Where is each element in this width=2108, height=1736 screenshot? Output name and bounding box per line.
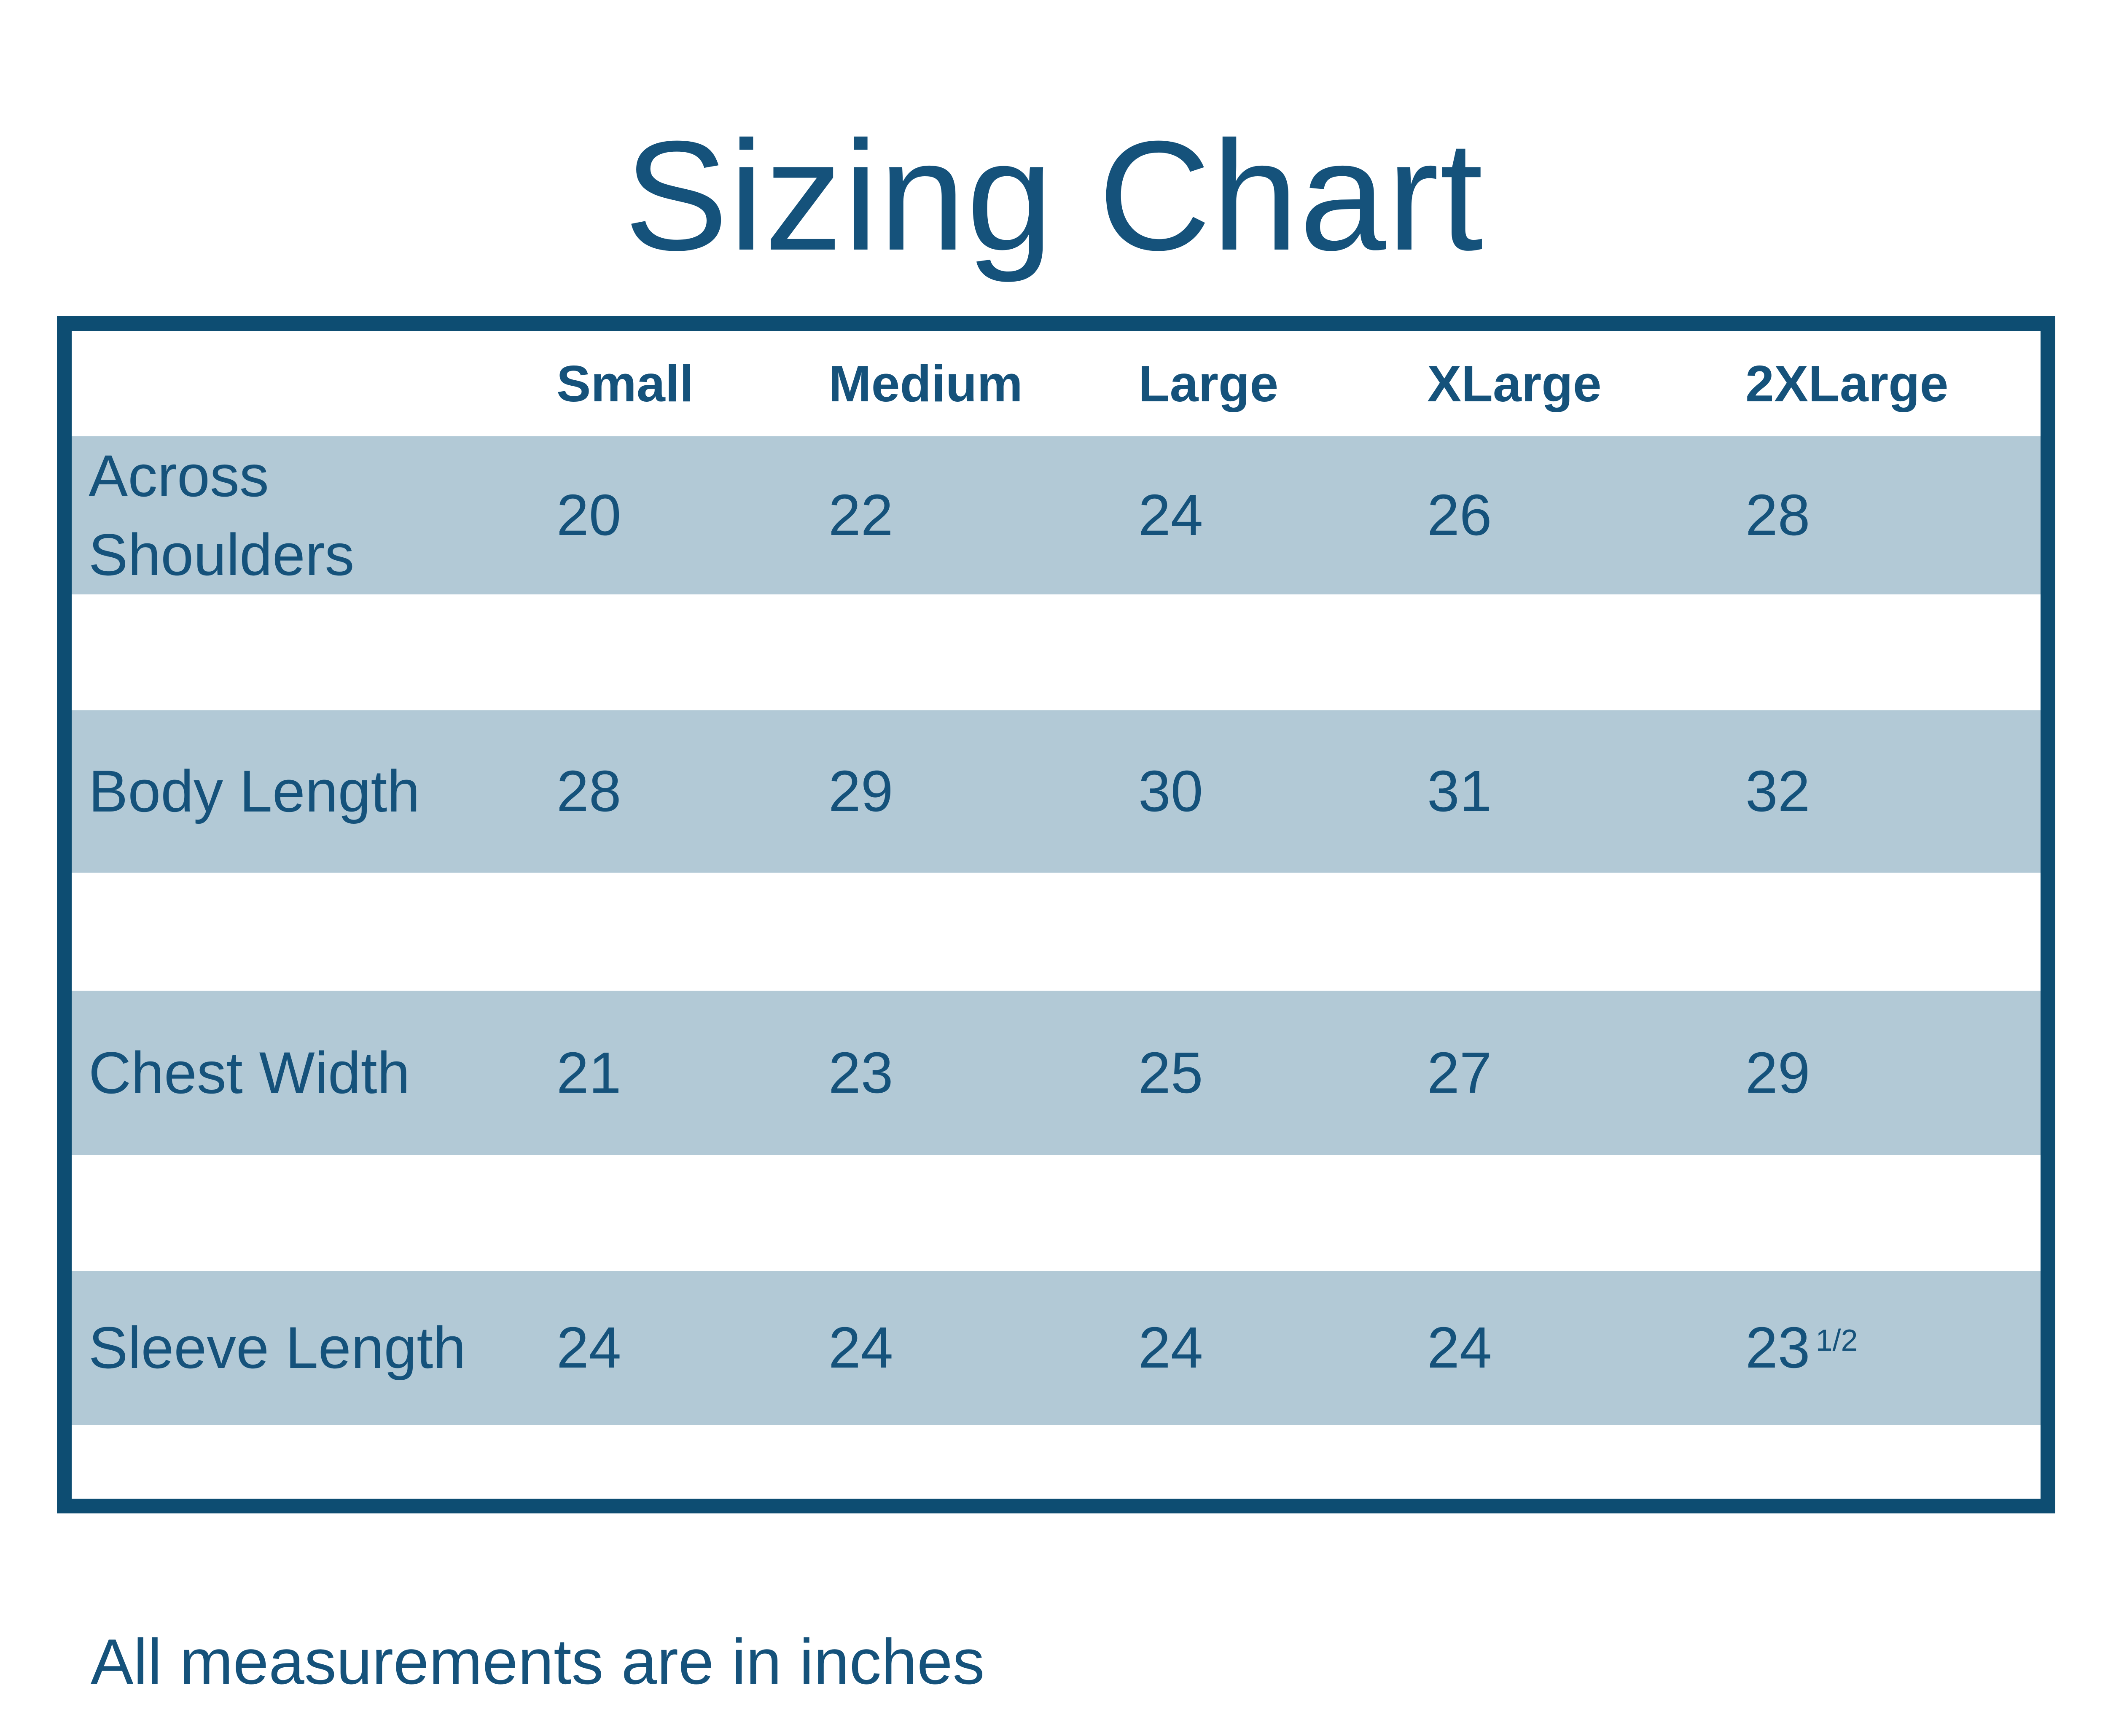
column-header-2xlarge: 2XLarge (1745, 355, 1949, 412)
column-header-large: Large (1138, 355, 1279, 412)
measurements-note: All measurements are in inches (91, 1626, 985, 1698)
size-value-cell: 24 (828, 1315, 893, 1380)
table-row-chest-width: Chest Width 21 23 25 27 29 (72, 991, 2041, 1155)
size-value-cell: 27 (1427, 1040, 1492, 1105)
page-title: Sizing Chart (624, 109, 1484, 283)
size-value-cell: 32 (1745, 759, 1810, 824)
row-label: Chest Width (89, 1039, 410, 1106)
size-value-cell: 28 (1745, 483, 1810, 548)
size-value-cell: 24 (1138, 483, 1203, 548)
row-label: Across Shoulders (89, 443, 355, 588)
table-header-row: Small Medium Large XLarge 2XLarge (72, 331, 2041, 436)
table-row-body-length: Body Length 28 29 30 31 32 (72, 710, 2041, 873)
size-value-fraction: 1/2 (1815, 1324, 1858, 1358)
table-row-sleeve-length: Sleeve Length 24 24 24 24 23 1/2 (72, 1271, 2041, 1425)
column-header-medium: Medium (828, 355, 1023, 412)
row-spacer (72, 1155, 2041, 1271)
size-value-cell: 29 (828, 759, 893, 824)
size-value-cell: 31 (1427, 759, 1492, 824)
table-row-across-shoulders: Across Shoulders 20 22 24 26 28 (72, 436, 2041, 594)
row-spacer (72, 873, 2041, 991)
size-value-cell: 26 (1427, 483, 1492, 548)
size-value-cell: 22 (828, 483, 893, 548)
size-value-cell: 30 (1138, 759, 1203, 824)
size-value-cell: 23 1/2 (1745, 1314, 2041, 1381)
row-label: Sleeve Length (89, 1314, 466, 1381)
size-value-cell: 23 (828, 1040, 893, 1105)
size-value-cell: 25 (1138, 1040, 1203, 1105)
column-header-small: Small (557, 355, 694, 412)
sizing-table: Small Medium Large XLarge 2XLarge Across… (57, 316, 2055, 1513)
size-value-cell: 28 (557, 759, 621, 824)
row-label: Body Length (89, 758, 420, 825)
row-spacer (72, 594, 2041, 710)
size-value-cell: 21 (557, 1040, 621, 1105)
size-value-cell: 29 (1745, 1040, 1810, 1105)
size-value-cell: 24 (557, 1315, 621, 1380)
size-value-cell: 24 (1427, 1315, 1492, 1380)
size-value-cell: 24 (1138, 1315, 1203, 1380)
column-header-xlarge: XLarge (1427, 355, 1602, 412)
size-value-cell: 20 (557, 483, 621, 548)
size-value-whole: 23 (1745, 1315, 1810, 1380)
